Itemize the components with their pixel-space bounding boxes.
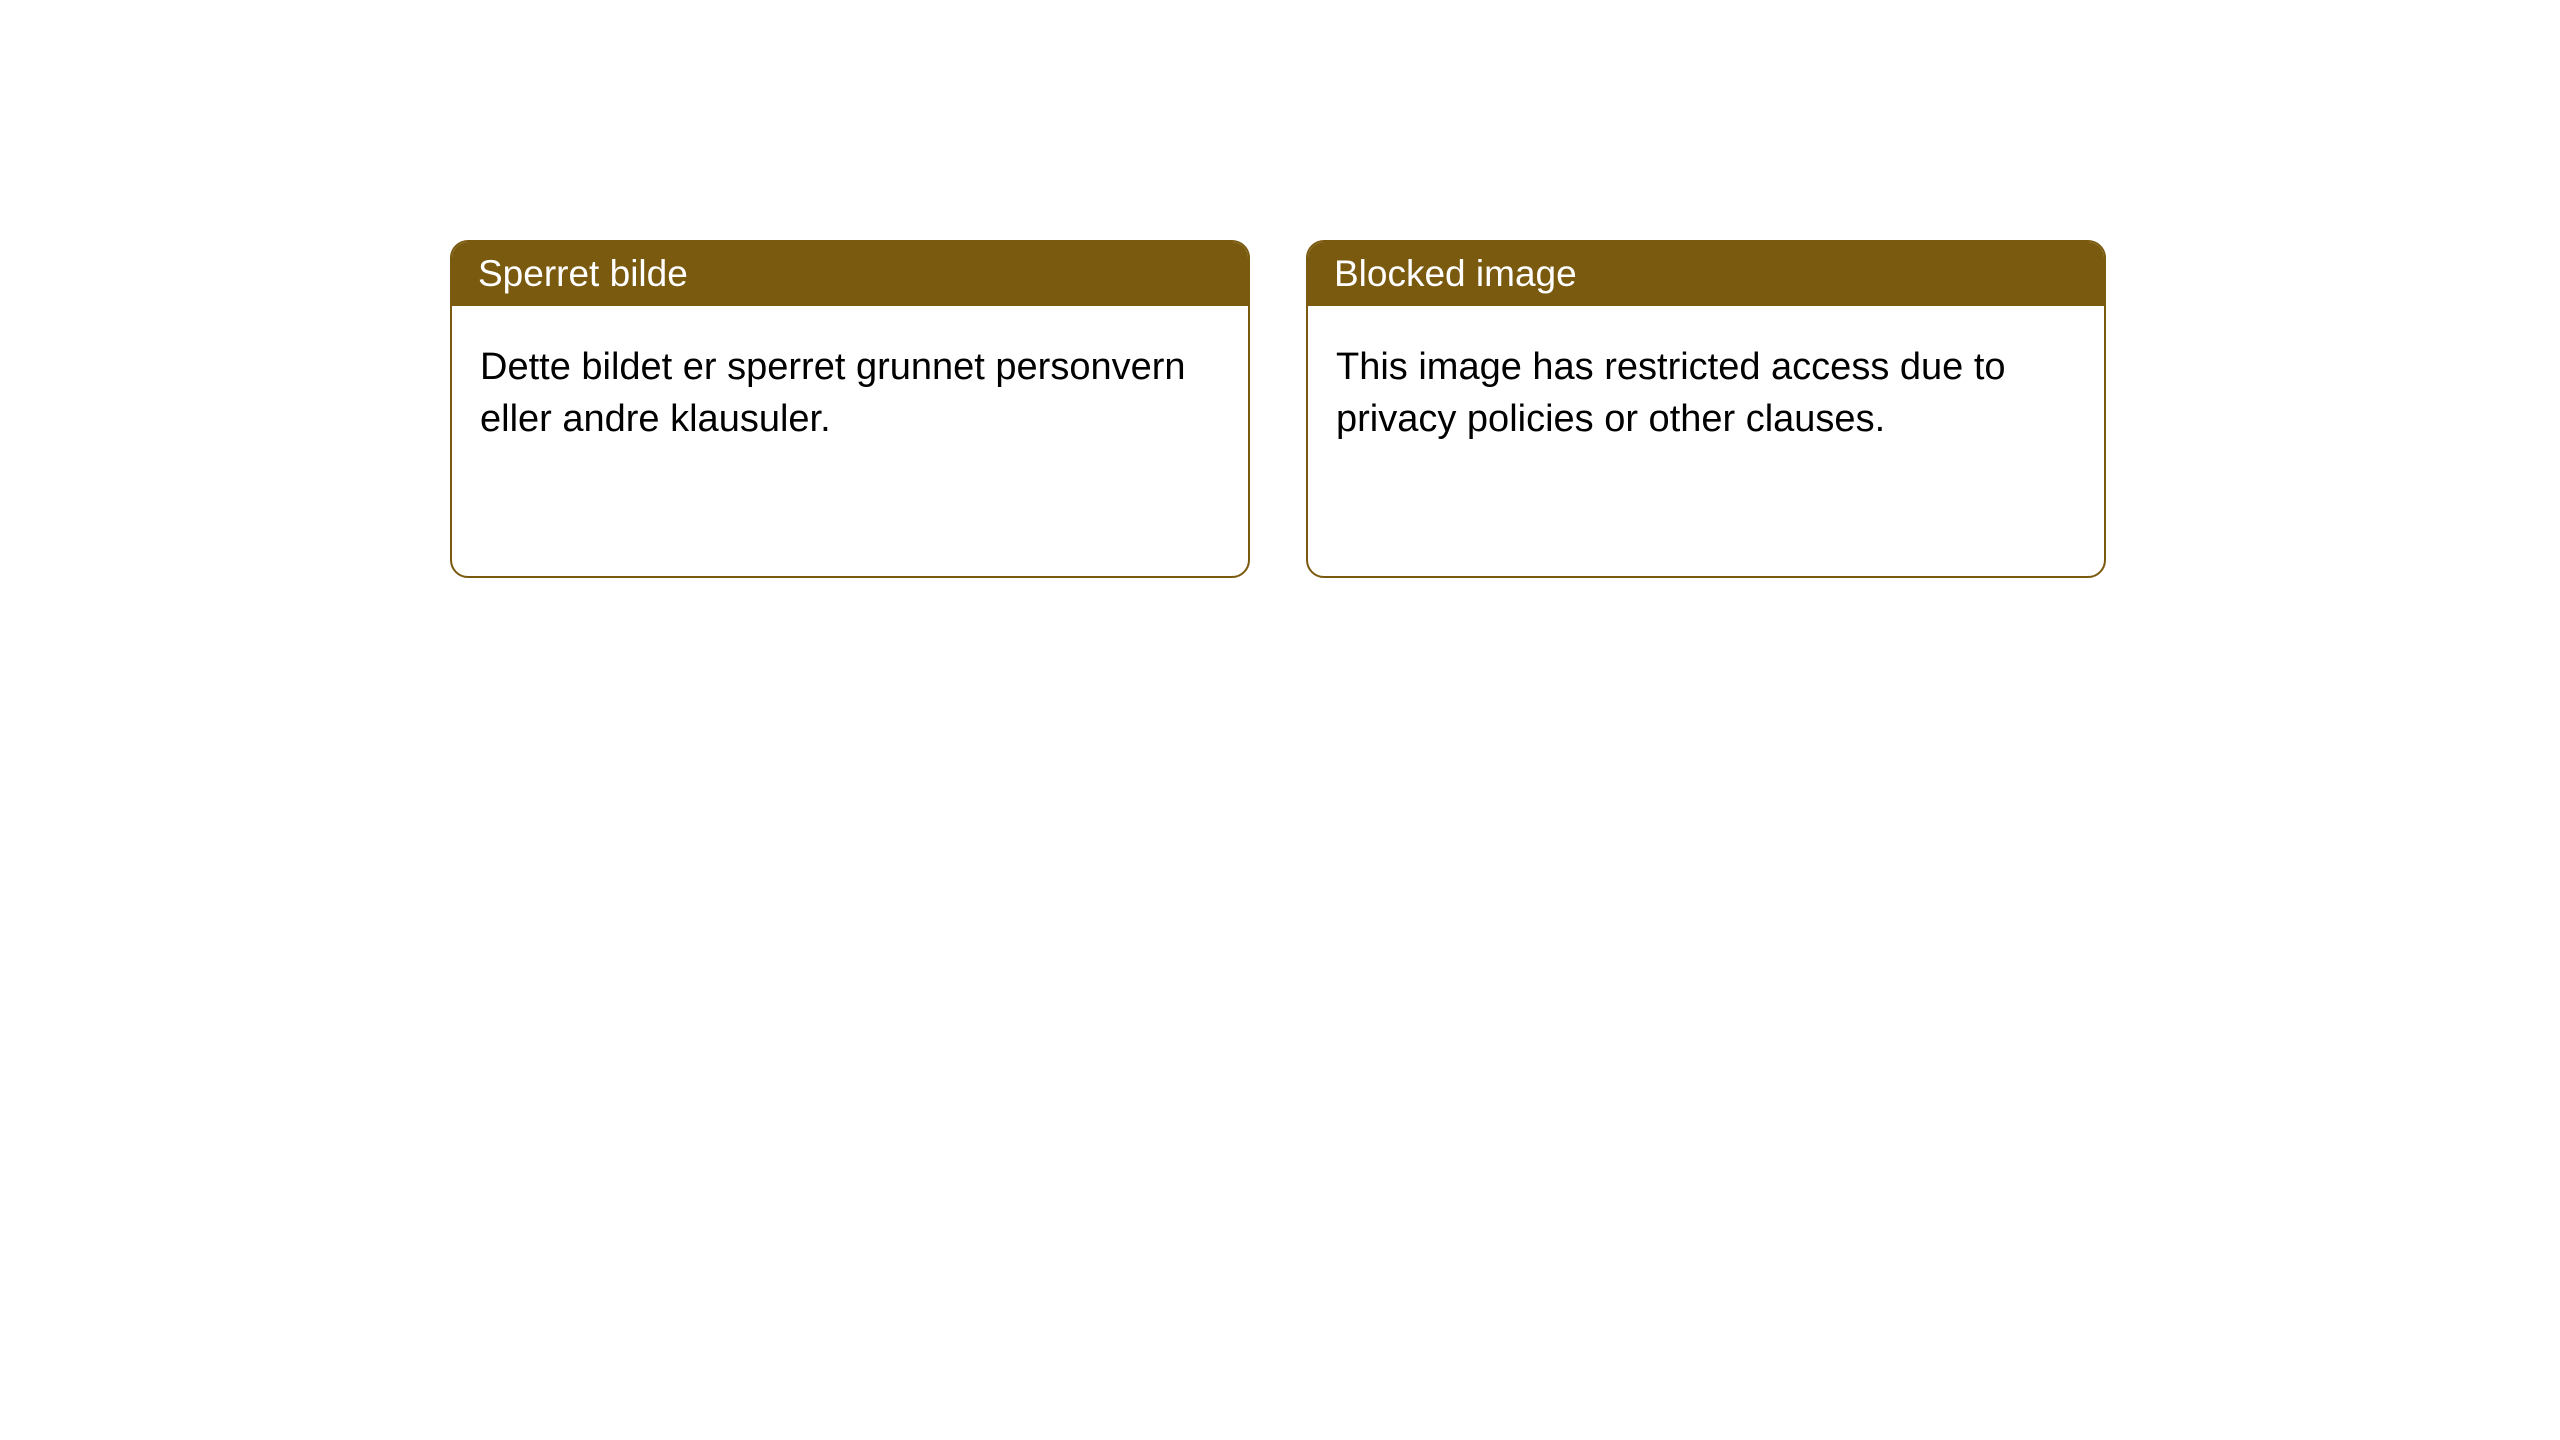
notice-card-container: Sperret bilde Dette bildet er sperret gr…: [0, 0, 2560, 578]
notice-card-header: Sperret bilde: [452, 242, 1248, 306]
notice-card-english: Blocked image This image has restricted …: [1306, 240, 2106, 578]
notice-card-body: This image has restricted access due to …: [1308, 306, 2104, 481]
notice-card-header: Blocked image: [1308, 242, 2104, 306]
notice-card-body: Dette bildet er sperret grunnet personve…: [452, 306, 1248, 481]
notice-card-norwegian: Sperret bilde Dette bildet er sperret gr…: [450, 240, 1250, 578]
